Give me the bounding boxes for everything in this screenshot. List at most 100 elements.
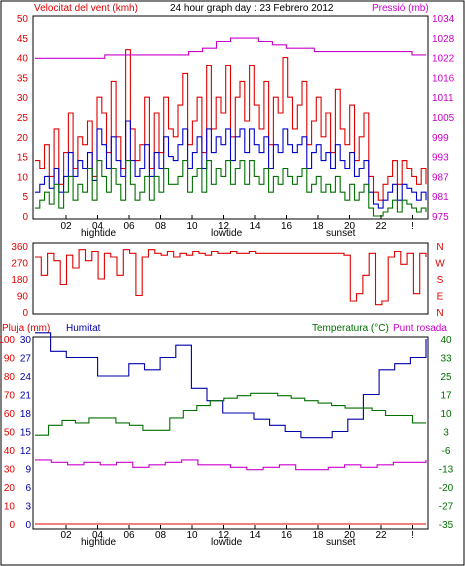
temperature-title: Temperatura (°C) xyxy=(312,323,389,334)
direction-y-tick: 180 xyxy=(11,275,28,286)
rain-y-tick: 100 xyxy=(0,335,15,346)
wind-plot-frame xyxy=(32,15,429,220)
x-tick-label: ! xyxy=(411,221,414,232)
x-tick-label: 18 xyxy=(312,530,324,541)
x-tick-label: 10 xyxy=(186,221,198,232)
temperature-y-tick: 3 xyxy=(443,428,449,439)
wind-low-line xyxy=(35,160,427,217)
x-tick-label: 22 xyxy=(375,530,387,541)
x-tick-label: 18 xyxy=(312,221,324,232)
rain-y-tick: 80 xyxy=(4,372,16,383)
temperature-panel: Pluja (mm) Humitat Temperatura (°C) Punt… xyxy=(0,323,454,548)
rain-y-tick: 20 xyxy=(4,483,16,494)
x-tick-label: 16 xyxy=(281,530,293,541)
x-tick-label: 14 xyxy=(249,530,261,541)
x-tick-label: 10 xyxy=(186,530,198,541)
lowtide-marker-top: lowtide xyxy=(211,228,243,239)
wind-y-tick: 10 xyxy=(17,172,29,183)
x-tick-label: 04 xyxy=(92,530,104,541)
rain-y-tick: 60 xyxy=(4,409,16,420)
wind-y-tick: 40 xyxy=(17,54,29,65)
pressure-y-tick: 993 xyxy=(432,153,449,164)
temperature-line xyxy=(35,392,426,436)
rain-y-tick: 40 xyxy=(4,446,16,457)
lowtide-marker-bottom: lowtide xyxy=(211,537,243,548)
wind-y-tick: 45 xyxy=(17,34,29,45)
rain-y-tick: 0 xyxy=(9,520,15,531)
pressure-y-tick: 1028 xyxy=(432,34,455,45)
direction-y-tick: 270 xyxy=(11,259,28,270)
rain-y-tick: 90 xyxy=(4,354,16,365)
humidity-line xyxy=(35,332,427,439)
humidity-title: Humitat xyxy=(66,323,101,334)
humidity-y-tick: 9 xyxy=(25,465,31,476)
temperature-y-tick: -20 xyxy=(439,483,454,494)
compass-point-label: S xyxy=(437,275,444,286)
pressure-y-tick: 1011 xyxy=(432,93,454,104)
sunset-marker-top: sunset xyxy=(326,228,356,239)
humidity-y-tick: 27 xyxy=(20,354,32,365)
humidity-y-tick: 0 xyxy=(25,520,31,531)
rain-y-tick: 30 xyxy=(4,465,16,476)
dewpoint-title: Punt rosada xyxy=(393,323,447,334)
pressure-y-tick: 987 xyxy=(432,172,449,183)
pressure-y-tick: 1005 xyxy=(432,113,455,124)
x-tick-label: 02 xyxy=(60,221,72,232)
hightide-marker-bottom: hightide xyxy=(81,537,116,548)
wind-y-tick: 0 xyxy=(22,212,28,223)
pressure-y-tick: 981 xyxy=(432,192,449,203)
wind-y-tick: 25 xyxy=(17,113,29,124)
temperature-y-tick: 17 xyxy=(440,391,452,402)
temperature-y-tick: -35 xyxy=(439,520,454,531)
temperature-y-tick: 25 xyxy=(440,372,452,383)
humidity-y-tick: 30 xyxy=(20,335,32,346)
hightide-marker-top: hightide xyxy=(81,228,116,239)
x-tick-label: 12 xyxy=(218,530,230,541)
temperature-y-tick: -27 xyxy=(439,502,454,513)
x-tick-label: 02 xyxy=(60,530,72,541)
x-tick-label: 08 xyxy=(155,530,167,541)
temperature-y-tick: 40 xyxy=(440,335,452,346)
x-tick-label: 16 xyxy=(281,221,293,232)
temperature-y-tick: -13 xyxy=(439,465,454,476)
temperature-y-tick: -6 xyxy=(442,446,451,457)
compass-point-label: W xyxy=(435,259,445,270)
wind-panel: Velocitat del vent (kmh) 24 hour graph d… xyxy=(17,3,455,239)
compass-point-label: N xyxy=(436,308,443,319)
humidity-y-tick: 18 xyxy=(20,409,32,420)
wind-y-tick: 20 xyxy=(17,133,29,144)
wind-direction-line xyxy=(35,249,427,306)
humidity-y-tick: 3 xyxy=(25,502,31,513)
rain-y-tick: 10 xyxy=(4,502,16,513)
humidity-y-tick: 15 xyxy=(20,428,32,439)
pressure-y-tick: 1034 xyxy=(432,14,455,25)
x-tick-label: 20 xyxy=(344,221,356,232)
pressure-y-tick: 1016 xyxy=(432,73,455,84)
humidity-y-tick: 24 xyxy=(20,372,32,383)
x-tick-label: 20 xyxy=(344,530,356,541)
direction-y-tick: 90 xyxy=(17,292,29,303)
x-tick-label: 22 xyxy=(375,221,387,232)
x-tick-label: 04 xyxy=(92,221,104,232)
temp-plot-frame xyxy=(32,336,429,530)
wind-y-tick: 50 xyxy=(17,14,29,25)
x-tick-label: ! xyxy=(411,530,414,541)
x-tick-label: 14 xyxy=(249,221,261,232)
temperature-y-tick: 33 xyxy=(440,354,452,365)
wind-y-tick: 5 xyxy=(22,192,28,203)
x-tick-label: 12 xyxy=(218,221,230,232)
wind-y-tick: 30 xyxy=(17,93,29,104)
compass-point-label: E xyxy=(437,292,444,303)
x-tick-label: 08 xyxy=(155,221,167,232)
temperature-y-tick: 10 xyxy=(440,409,452,420)
x-tick-label: 06 xyxy=(123,221,135,232)
rain-y-tick: 70 xyxy=(4,391,16,402)
dewpoint-line xyxy=(35,459,427,471)
direction-y-tick: 360 xyxy=(11,242,28,253)
wind-y-tick: 15 xyxy=(17,153,29,164)
x-tick-label: 06 xyxy=(123,530,135,541)
pressure-title: Pressió (mb) xyxy=(372,3,429,14)
wind-y-tick: 35 xyxy=(17,73,29,84)
pressure-y-tick: 1022 xyxy=(432,54,455,65)
